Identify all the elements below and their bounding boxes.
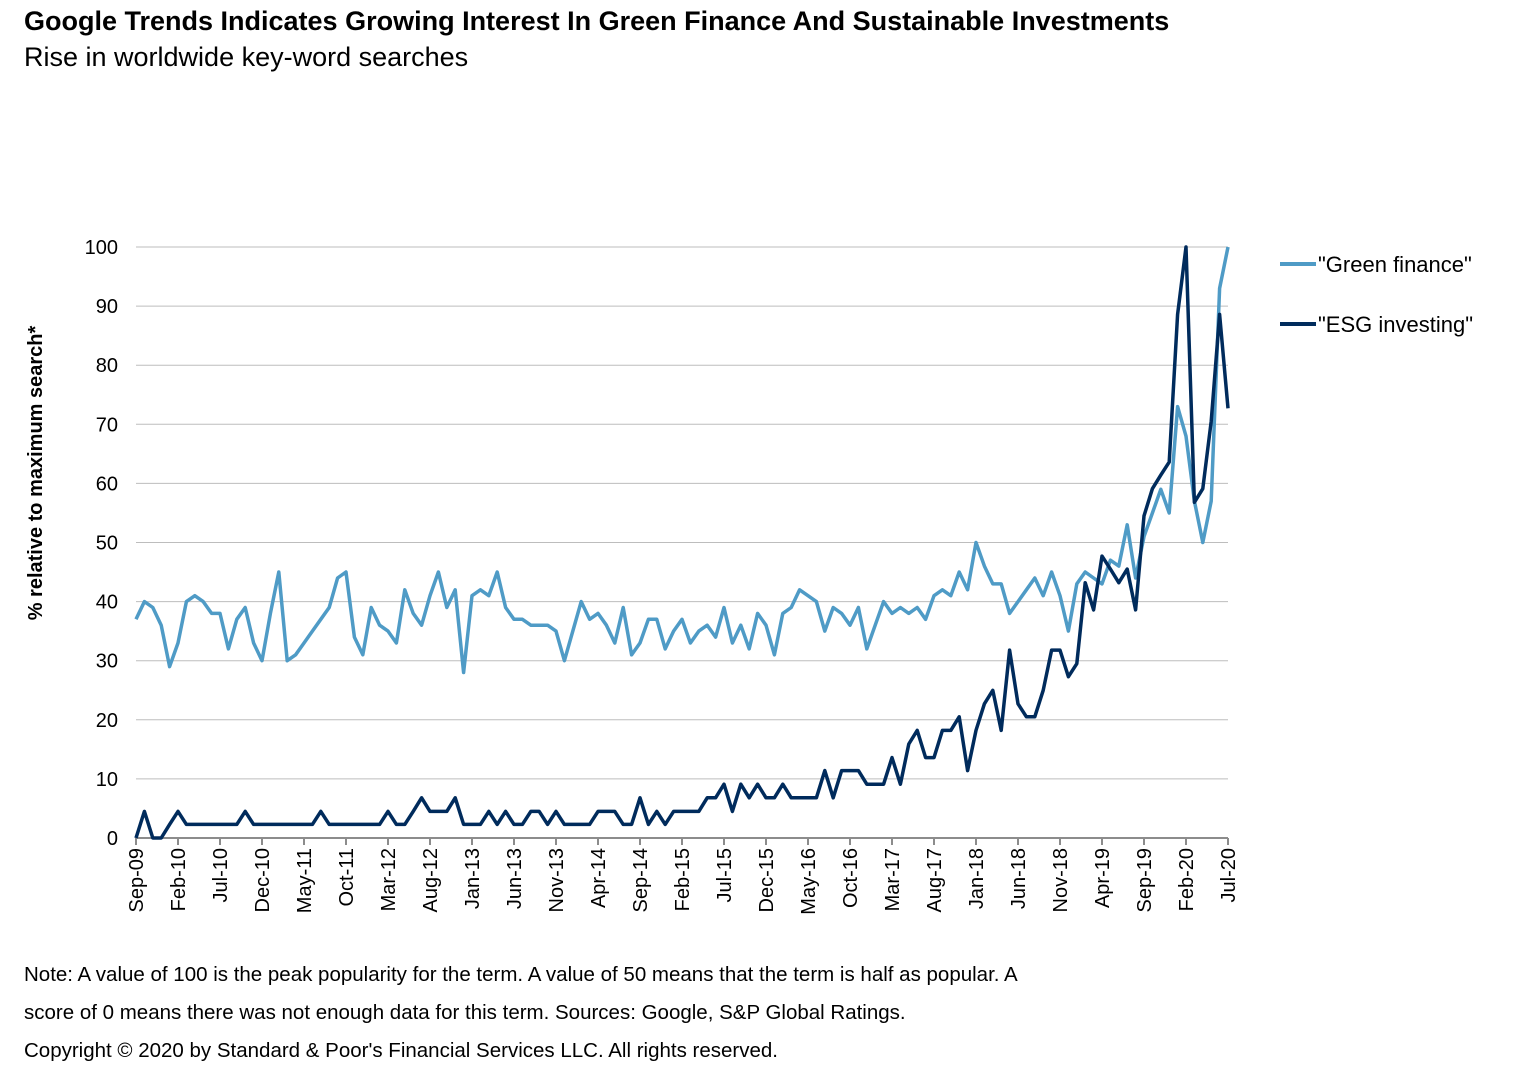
x-tick-label: Jan-18 (966, 848, 988, 909)
y-tick-label: 90 (96, 296, 118, 318)
x-tick-label: Jan-13 (462, 848, 484, 909)
x-tick-label: Sep-19 (1134, 848, 1156, 913)
note-line-1: Note: A value of 100 is the peak popular… (24, 963, 1018, 986)
x-tick-label: Jul-10 (210, 848, 232, 902)
x-tick-label: Feb-20 (1176, 848, 1198, 911)
note-line-2: score of 0 means there was not enough da… (24, 1001, 906, 1024)
x-tick-label: May-11 (294, 848, 316, 913)
series-line-1 (134, 245, 1230, 840)
x-tick-label: Aug-17 (924, 848, 946, 913)
gridlines (136, 246, 1228, 780)
legend-label: "Green finance" (1318, 252, 1472, 277)
x-tick-label: Jul-15 (714, 848, 736, 902)
y-tick-label: 60 (96, 473, 118, 495)
x-tick-label: Apr-14 (588, 848, 610, 908)
x-tick-label: Nov-18 (1050, 848, 1072, 912)
x-tick-label: May-16 (798, 848, 820, 915)
y-axis-ticks: 0 10 20 30 40 50 60 70 80 90 100 (85, 237, 118, 850)
x-tick-label: Nov-13 (546, 848, 568, 912)
y-tick-label: 20 (96, 710, 118, 732)
copyright-line: Copyright © 2020 by Standard & Poor's Fi… (24, 1039, 778, 1062)
y-tick-label: 70 (96, 414, 118, 436)
x-tick-label: Dec-10 (252, 848, 274, 912)
x-tick-label: Jul-20 (1218, 848, 1240, 902)
y-tick-label: 0 (107, 828, 118, 850)
x-tick-label: Aug-12 (420, 848, 442, 913)
x-tick-label: Dec-15 (756, 848, 778, 912)
x-tick-label: Feb-15 (672, 848, 694, 911)
legend: "Green finance" "ESG investing" (1280, 252, 1473, 337)
y-tick-label: 50 (96, 533, 118, 555)
y-tick-label: 10 (96, 769, 118, 791)
x-tick-label: Mar-12 (378, 848, 400, 911)
x-tick-label: Feb-10 (168, 848, 190, 911)
x-tick-label: Oct-11 (336, 848, 358, 907)
y-axis-label: % relative to maximum search* (25, 326, 47, 621)
legend-label: "ESG investing" (1318, 312, 1473, 337)
chart-title: Google Trends Indicates Growing Interest… (24, 6, 1170, 36)
y-tick-label: 40 (96, 592, 118, 614)
x-tick-label: Oct-16 (840, 848, 862, 908)
series-line-0 (134, 246, 1230, 675)
y-tick-label: 100 (85, 237, 118, 259)
x-tick-label: Apr-19 (1092, 848, 1114, 908)
x-tick-label: Jun-18 (1008, 848, 1030, 909)
y-tick-label: 30 (96, 651, 118, 673)
y-tick-label: 80 (96, 355, 118, 377)
x-tick-label: Sep-09 (126, 848, 148, 913)
series-lines (134, 245, 1230, 840)
chart-subtitle: Rise in worldwide key-word searches (24, 42, 469, 72)
x-tick-label: Sep-14 (630, 848, 652, 913)
x-axis: Sep-09 Feb-10 Jul-10 Dec-10 May-11 Oct-11 Mar-… (126, 837, 1240, 915)
x-tick-label: Jun-13 (504, 848, 526, 909)
x-tick-label: Mar-17 (882, 848, 904, 911)
